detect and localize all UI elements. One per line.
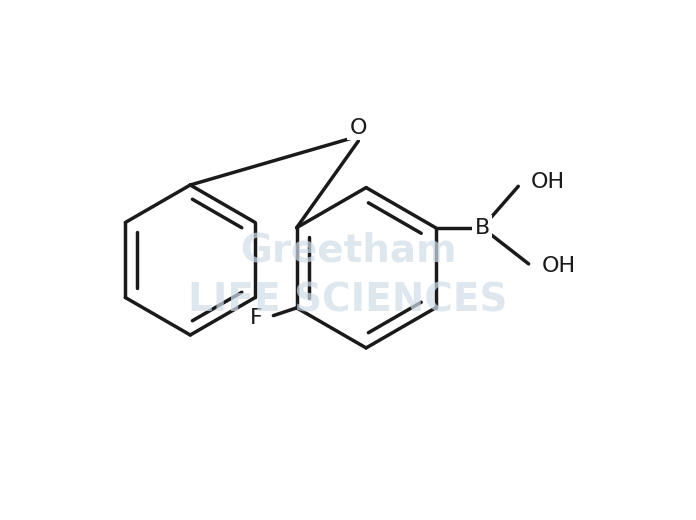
Text: OH: OH (541, 256, 576, 277)
Text: OH: OH (531, 172, 565, 192)
Text: F: F (250, 308, 262, 328)
Text: B: B (475, 218, 490, 238)
Text: O: O (349, 118, 367, 138)
Text: Greetham
LIFE SCIENCES: Greetham LIFE SCIENCES (188, 231, 508, 319)
